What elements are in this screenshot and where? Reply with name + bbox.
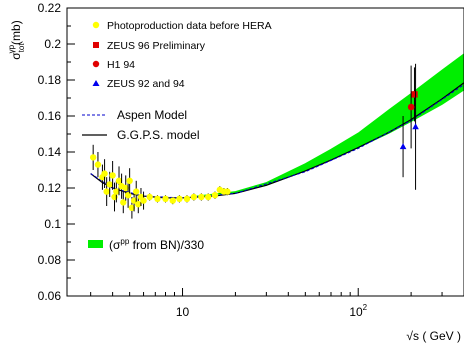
x-tick-label: 102 — [349, 303, 367, 319]
point-photoproduction-data-before-hera — [198, 193, 205, 201]
legend-item-band: (σpp from BN)/330 — [88, 237, 204, 252]
y-tick-label: 0.16 — [38, 109, 62, 123]
plot-area: 0.06 0.08 0.1 0.12 0.14 0.16 0.18 0.2 0.22 10 102 — [38, 1, 464, 319]
legend-label-ggps: G.G.P.S. model — [117, 128, 199, 142]
point-photoproduction-data-before-hera — [211, 192, 219, 199]
point-zeus-92-and-94 — [399, 143, 407, 150]
y-tick-label: 0.18 — [38, 73, 62, 87]
y-axis-title: σtotγp(mb) — [7, 20, 26, 59]
legend-marker-h1 — [92, 60, 100, 68]
point-photoproduction-data-before-hera — [101, 170, 108, 177]
band-pp-from-bn-330 — [196, 53, 464, 197]
point-photoproduction-data-before-hera — [113, 188, 120, 195]
point-photoproduction-data-before-hera — [109, 172, 116, 179]
y-axis-sup: γp — [7, 44, 16, 53]
point-photoproduction-data-before-hera — [169, 197, 176, 204]
x-tick-label: 10 — [176, 305, 190, 319]
point-photoproduction-data-before-hera — [126, 177, 133, 184]
y-axis-sub: tot — [17, 43, 26, 53]
legend-label-pre-hera: Photoproduction data before HERA — [107, 20, 272, 32]
y-axis-sigma: σ — [9, 52, 23, 60]
band-label-pre: (σ — [109, 238, 121, 252]
y-tick-label: 0.14 — [38, 145, 62, 159]
axis-layer: 0.06 0.08 0.1 0.12 0.14 0.16 0.18 0.2 0.22 10 102 — [38, 1, 464, 319]
legend-label-aspen: Aspen Model — [117, 108, 187, 122]
x-axis-title: √s ( GeV ) — [406, 329, 461, 343]
point-photoproduction-data-before-hera — [130, 197, 138, 204]
point-photoproduction-data-before-hera — [176, 195, 183, 202]
y-tick-label: 0.12 — [38, 181, 62, 195]
band-layer — [196, 53, 464, 197]
legend-item-h1: H1 94 — [92, 59, 135, 71]
point-photoproduction-data-before-hera — [146, 193, 153, 201]
y-tick-label: 0.08 — [38, 253, 62, 267]
point-photoproduction-data-before-hera — [162, 195, 169, 202]
point-photoproduction-data-before-hera — [106, 181, 113, 188]
point-photoproduction-data-before-hera — [128, 204, 136, 211]
point-photoproduction-data-before-hera — [140, 197, 147, 204]
point-photoproduction-data-before-hera — [94, 161, 102, 168]
point-photoproduction-data-before-hera — [133, 188, 140, 195]
legend-label-zeus96: ZEUS 96 Preliminary — [107, 40, 206, 52]
curve-aspen-model — [90, 84, 464, 199]
curve-layer — [90, 82, 464, 199]
point-photoproduction-data-before-hera — [122, 184, 129, 192]
legend-item-aspen: Aspen Model — [82, 108, 187, 122]
point-photoproduction-data-before-hera — [205, 193, 212, 201]
point-photoproduction-data-before-hera — [190, 193, 198, 201]
point-zeus-92-and-94 — [412, 123, 419, 130]
legend-marker-zeus92 — [92, 80, 100, 86]
point-layer — [89, 63, 419, 219]
legend-marker-zeus96 — [93, 42, 99, 48]
y-tick-label: 0.22 — [38, 1, 62, 15]
legend-item-ggps: G.G.P.S. model — [82, 128, 199, 142]
band-label-post: from BN)/330 — [129, 238, 204, 252]
legend-swatch-band — [88, 240, 103, 248]
legend: Photoproduction data before HERA ZEUS 96… — [82, 20, 272, 252]
legend-item-zeus92: ZEUS 92 and 94 — [92, 78, 185, 90]
point-photoproduction-data-before-hera — [124, 192, 132, 199]
y-tick-label: 0.06 — [38, 289, 62, 303]
legend-label-band: (σpp from BN)/330 — [109, 237, 204, 252]
legend-item-pre-hera: Photoproduction data before HERA — [92, 20, 272, 32]
legend-marker-pre-hera — [92, 21, 100, 29]
y-axis-unit: (mb) — [9, 20, 23, 45]
y-tick-label: 0.2 — [44, 37, 61, 51]
legend-label-zeus92: ZEUS 92 and 94 — [107, 78, 185, 90]
svg-text:σtotγp(mb): σtotγp(mb) — [7, 20, 26, 59]
y-tick-label: 0.1 — [44, 217, 61, 231]
point-photoproduction-data-before-hera — [103, 188, 110, 195]
point-photoproduction-data-before-hera — [89, 154, 97, 161]
legend-item-zeus96: ZEUS 96 Preliminary — [93, 40, 206, 52]
point-h1-94 — [407, 103, 415, 111]
legend-label-h1: H1 94 — [107, 59, 135, 71]
point-photoproduction-data-before-hera — [120, 199, 127, 206]
point-photoproduction-data-before-hera — [183, 195, 191, 202]
point-photoproduction-data-before-hera — [154, 195, 161, 202]
band-label-sup: pp — [120, 237, 129, 246]
point-photoproduction-data-before-hera — [115, 177, 123, 184]
point-zeus-96-preliminary — [411, 91, 418, 98]
point-photoproduction-data-before-hera — [135, 201, 142, 208]
x-tick-label-exponent: 2 — [363, 303, 368, 312]
point-photoproduction-data-before-hera — [224, 188, 231, 195]
